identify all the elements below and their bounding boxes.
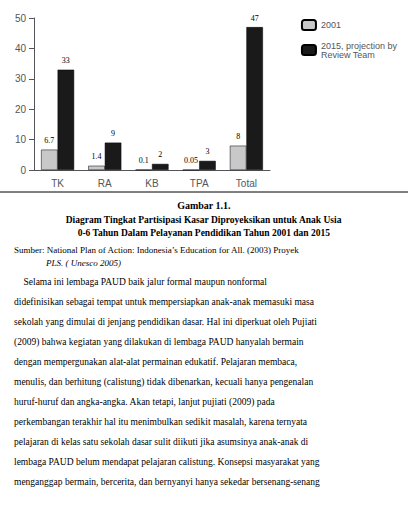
svg-text:dengan mempergunakan alat-alat: dengan mempergunakan alat-alat permainan… [14,357,297,367]
svg-text:0-6 Tahun Dalam Pelayanan Pend: 0-6 Tahun Dalam Pelayanan Pendidikan Tah… [78,228,331,238]
svg-text:6.7: 6.7 [44,136,54,145]
svg-text:TPA: TPA [190,178,209,189]
svg-text:menganggap bermain, bercerita,: menganggap bermain, bercerita, dan berny… [14,477,320,487]
svg-text:0.05: 0.05 [184,156,198,165]
svg-text:10: 10 [15,134,27,145]
svg-text:9: 9 [111,129,115,138]
svg-text:lembaga PAUD belum mendapat pe: lembaga PAUD belum mendapat pelajaran ca… [14,457,320,467]
svg-text:2: 2 [158,150,162,159]
svg-text:Gambar 1.1.: Gambar 1.1. [177,200,231,211]
svg-text:PLS. ( Unesco 2005): PLS. ( Unesco 2005) [45,258,121,268]
svg-text:20: 20 [15,104,27,115]
svg-text:(2009) bahwa kegiatan yang dil: (2009) bahwa kegiatan yang dilakukan di … [14,337,304,348]
svg-text:Review Team: Review Team [321,50,375,60]
svg-text:30: 30 [15,73,27,84]
svg-text:0: 0 [20,165,26,176]
svg-text:47: 47 [251,14,259,23]
svg-text:Diagram Tingkat Partisipasi Ka: Diagram Tingkat Partisipasi Kasar Diproy… [66,215,342,225]
svg-text:Total: Total [236,178,257,189]
svg-text:sekolah yang dimulai di jenjan: sekolah yang dimulai di jenjang pendidik… [14,317,317,327]
svg-text:didefinisikan sebagai tempat u: didefinisikan sebagai tempat untuk mempe… [14,297,315,307]
svg-text:8: 8 [236,132,240,141]
svg-text:huruf-huruf dan angka-angka. A: huruf-huruf dan angka-angka. Akan tetapi… [14,397,275,408]
svg-text:2015, projection by: 2015, projection by [320,40,397,51]
svg-text:menulis, dan berhitung (calist: menulis, dan berhitung (calistung) tidak… [14,377,313,388]
svg-text:50: 50 [15,13,27,24]
svg-text:0.1: 0.1 [139,156,149,165]
svg-text:Selama ini lembaga PAUD baik j: Selama ini lembaga PAUD baik jalur forma… [14,277,267,287]
svg-text:33: 33 [62,56,70,65]
svg-text:Sumber: National Plan of Actio: Sumber: National Plan of Action: Indones… [14,245,299,255]
svg-text:RA: RA [98,178,112,189]
svg-text:1.4: 1.4 [92,152,102,161]
svg-text:40: 40 [15,43,27,54]
svg-text:3: 3 [205,147,209,156]
svg-text:KB: KB [145,178,159,189]
svg-text:2001: 2001 [321,20,341,30]
svg-text:perkembangan terakhir hal itu: perkembangan terakhir hal itu menimbulka… [14,417,308,427]
svg-text:TK: TK [51,178,64,189]
svg-text:pelajaran di kelas satu sekola: pelajaran di kelas satu sekolah dasar su… [14,437,309,447]
